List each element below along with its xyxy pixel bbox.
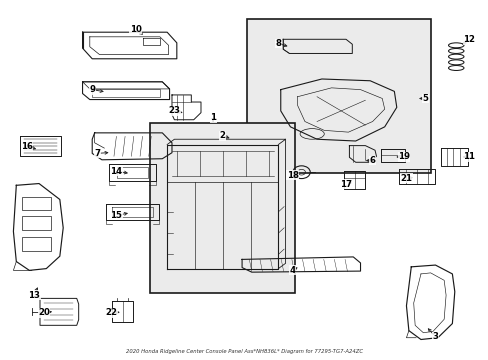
Text: 22: 22 <box>105 309 117 318</box>
Text: 18: 18 <box>286 171 298 180</box>
Text: 8: 8 <box>275 39 281 48</box>
Text: 19: 19 <box>397 153 409 162</box>
Text: 11: 11 <box>462 153 474 162</box>
Text: 12: 12 <box>462 36 474 45</box>
Text: 16: 16 <box>21 142 33 151</box>
Text: 15: 15 <box>110 211 122 220</box>
Bar <box>22 216 51 230</box>
Bar <box>150 123 295 293</box>
Bar <box>246 19 430 173</box>
Text: 6: 6 <box>369 156 375 165</box>
Text: 10: 10 <box>129 25 142 34</box>
Text: 4: 4 <box>289 266 295 275</box>
Text: 9: 9 <box>89 85 95 94</box>
Text: 20: 20 <box>38 309 50 318</box>
Text: 3: 3 <box>431 332 438 341</box>
Text: 13: 13 <box>28 291 40 300</box>
Text: 21: 21 <box>400 174 411 183</box>
Text: 17: 17 <box>339 180 351 189</box>
Text: 14: 14 <box>110 167 122 176</box>
Text: 2: 2 <box>219 131 225 140</box>
Text: 2020 Honda Ridgeline Center Console Panel Ass*NH836L* Diagram for 77295-TG7-A24Z: 2020 Honda Ridgeline Center Console Pane… <box>126 349 362 354</box>
Bar <box>22 238 51 251</box>
Text: 23: 23 <box>168 107 180 116</box>
Text: 7: 7 <box>94 149 100 158</box>
Bar <box>22 197 51 210</box>
Text: 5: 5 <box>422 94 428 103</box>
Text: 1: 1 <box>210 113 216 122</box>
